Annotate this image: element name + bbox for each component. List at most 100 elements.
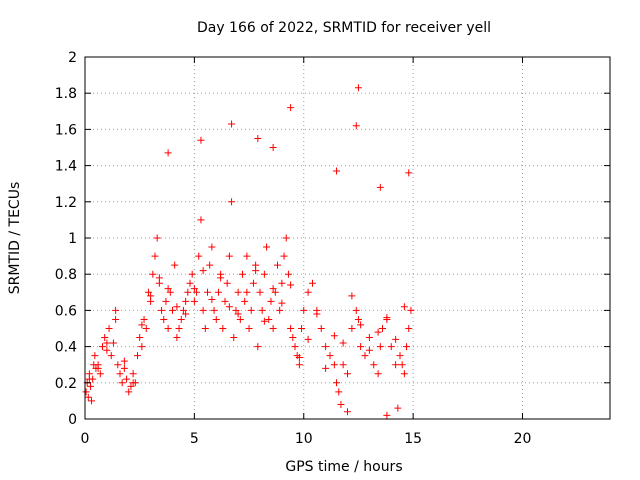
- data-point: [228, 198, 236, 206]
- data-point: [151, 252, 159, 260]
- data-point: [365, 334, 373, 342]
- data-point: [232, 306, 240, 314]
- data-point: [188, 270, 196, 278]
- data-point: [127, 382, 135, 390]
- data-point: [234, 310, 242, 318]
- data-point: [254, 343, 262, 351]
- y-tick-label: 0.2: [55, 376, 77, 392]
- x-tick-label: 10: [295, 431, 313, 447]
- data-point: [123, 375, 131, 383]
- data-point: [295, 361, 303, 369]
- data-point: [352, 306, 360, 314]
- data-point: [140, 315, 148, 323]
- data-point: [107, 352, 115, 360]
- data-point: [274, 261, 281, 269]
- data-point: [96, 370, 104, 378]
- data-point: [94, 364, 102, 372]
- data-point: [265, 315, 273, 323]
- y-tick-label: 0.6: [55, 303, 77, 319]
- data-point: [105, 325, 113, 332]
- data-point: [210, 306, 218, 314]
- x-axis-label: GPS time / hours: [285, 459, 402, 475]
- data-point: [313, 310, 321, 318]
- data-point: [245, 325, 253, 332]
- data-point: [295, 353, 303, 361]
- data-point: [304, 335, 312, 343]
- data-point: [269, 144, 277, 151]
- data-point: [217, 274, 225, 282]
- data-point: [118, 379, 126, 387]
- data-point: [101, 334, 109, 342]
- data-point: [125, 388, 133, 396]
- chart-title: Day 166 of 2022, SRMTID for receiver yel…: [197, 20, 491, 36]
- data-point: [208, 243, 216, 251]
- data-point: [260, 270, 268, 278]
- data-point: [86, 382, 94, 390]
- y-tick-label: 0: [68, 412, 77, 428]
- data-point: [344, 408, 351, 416]
- data-point: [379, 325, 386, 332]
- y-axis-label: SRMTID / TECUs: [7, 182, 23, 295]
- data-point: [219, 325, 227, 332]
- data-point: [171, 261, 179, 269]
- data-point: [322, 364, 330, 372]
- data-point: [206, 261, 214, 269]
- data-point: [228, 120, 236, 128]
- data-point: [352, 122, 360, 130]
- data-point: [330, 332, 338, 340]
- data-point: [158, 306, 166, 314]
- data-point: [114, 361, 122, 369]
- data-point: [179, 306, 187, 314]
- data-point: [197, 216, 205, 224]
- data-point: [403, 343, 411, 351]
- data-point: [354, 315, 362, 323]
- data-point: [333, 167, 341, 175]
- data-point: [155, 274, 163, 282]
- data-point: [383, 411, 391, 419]
- data-point: [271, 288, 279, 296]
- data-point: [322, 343, 330, 351]
- data-point: [405, 169, 413, 177]
- data-point: [88, 397, 96, 405]
- x-tick-label: 15: [404, 431, 422, 447]
- data-point: [225, 303, 233, 311]
- data-point: [193, 288, 201, 296]
- data-point: [400, 303, 408, 311]
- data-point: [190, 297, 198, 305]
- data-point: [282, 234, 290, 242]
- data-point: [201, 325, 209, 332]
- data-point: [304, 288, 312, 296]
- data-point: [153, 234, 161, 242]
- data-point: [214, 288, 222, 296]
- y-tick-label: 1: [68, 231, 77, 247]
- data-point: [112, 306, 120, 314]
- data-point: [339, 361, 347, 369]
- data-point: [278, 299, 286, 307]
- data-point: [138, 343, 146, 351]
- data-point: [284, 270, 292, 278]
- data-point: [147, 292, 155, 300]
- data-point: [339, 339, 347, 347]
- data-point: [258, 306, 266, 314]
- data-point: [212, 315, 220, 323]
- data-point: [398, 361, 406, 369]
- x-tick-label: 20: [514, 431, 532, 447]
- data-point: [337, 401, 345, 409]
- data-point: [280, 252, 288, 260]
- y-tick-label: 2: [68, 50, 77, 66]
- data-point: [357, 321, 365, 329]
- data-point: [376, 183, 384, 191]
- data-point: [407, 306, 415, 314]
- data-point: [298, 325, 306, 332]
- tick-labels: 00.20.40.60.811.21.41.61.820 5 10 15 20: [55, 50, 532, 447]
- data-point: [300, 306, 308, 314]
- data-point: [278, 279, 286, 287]
- data-point: [138, 321, 146, 329]
- data-point: [370, 361, 378, 369]
- grid: [85, 57, 610, 419]
- data-point: [234, 288, 242, 296]
- data-points: [82, 84, 415, 419]
- data-point: [330, 361, 338, 369]
- data-point: [344, 370, 351, 378]
